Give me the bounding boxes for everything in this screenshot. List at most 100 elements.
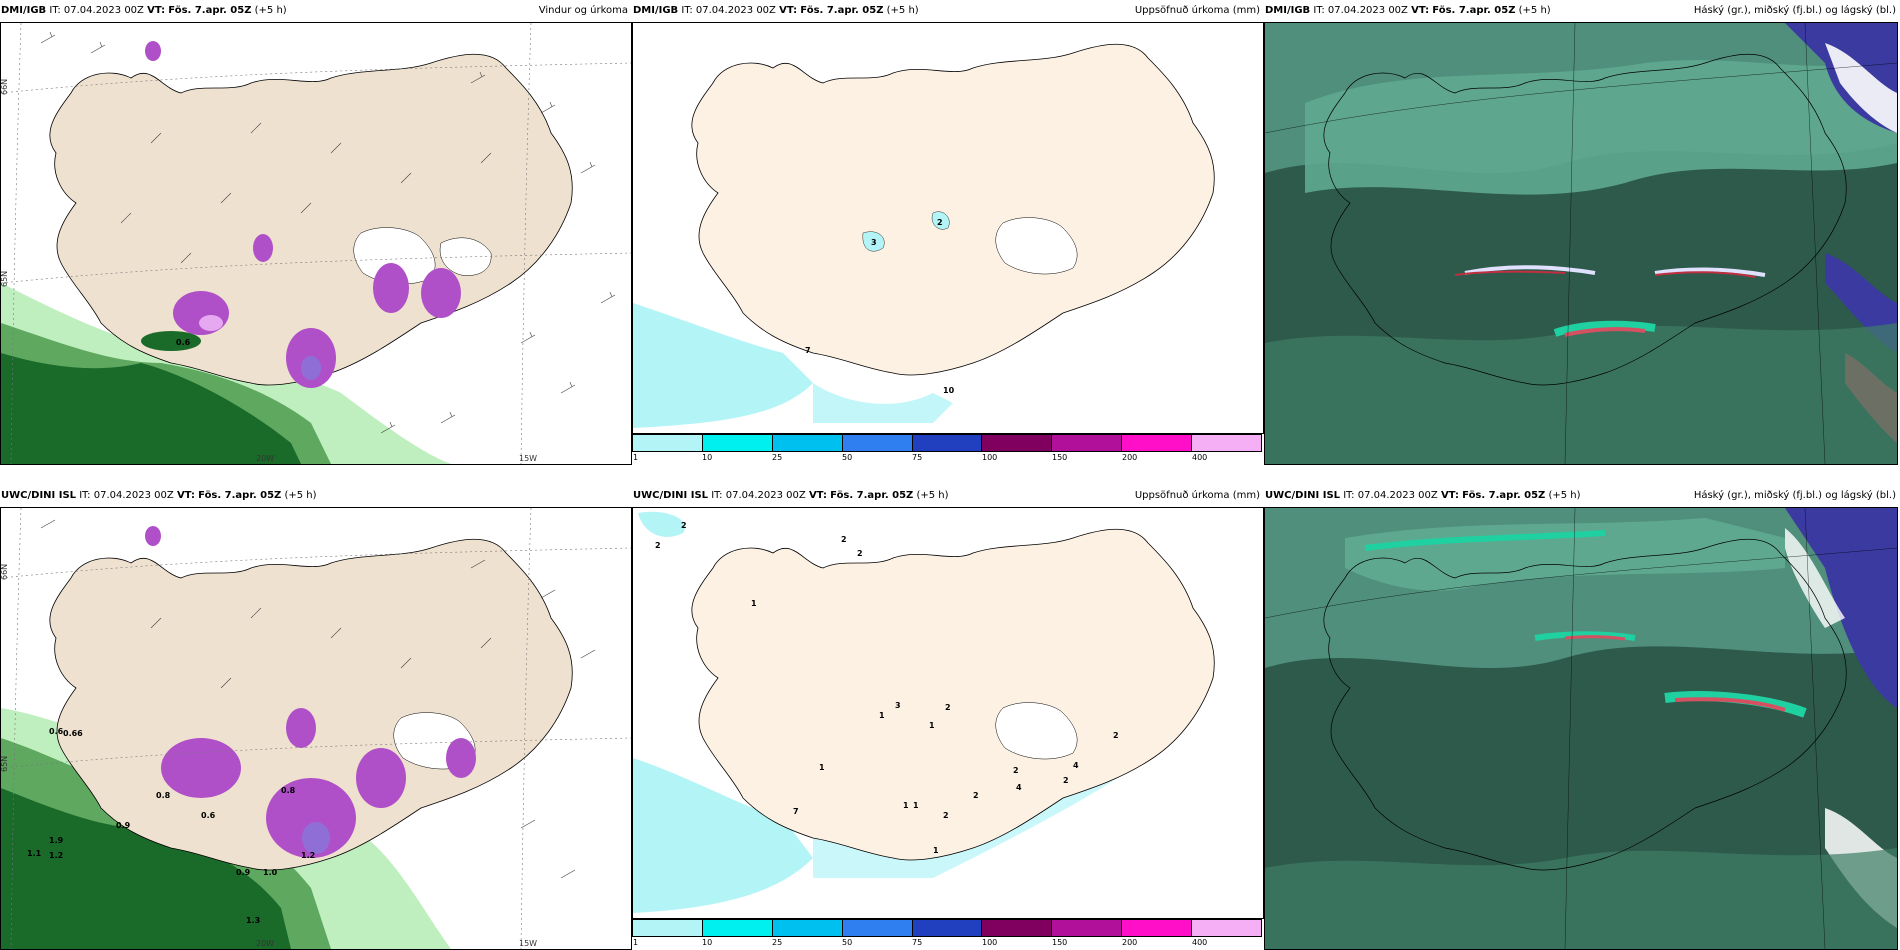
lat-label-65: 65N: [1, 271, 9, 287]
valid-time: Fös. 7.apr. 05Z: [830, 490, 914, 501]
precip-value-label: 1: [929, 721, 935, 730]
legend-swatch: [702, 920, 773, 936]
model-name: DMI/IGB: [633, 5, 679, 16]
color-legend: 1 10 25 50 75 100 150 200 400: [632, 919, 1262, 947]
model-name: DMI/IGB: [1265, 5, 1311, 16]
cloud-map: [1264, 507, 1898, 950]
legend-swatch: [842, 435, 913, 451]
panel-title: Háský (gr.), miðský (fj.bl.) og lágský (…: [1693, 5, 1896, 16]
legend-tick: 100: [982, 453, 998, 462]
legend-tick: 50: [842, 938, 853, 947]
panel-wind-uwc: UWC/DINI ISL IT: 07.04.2023 00Z VT: Fös.…: [0, 485, 632, 950]
panel-clouds-uwc: UWC/DINI ISL IT: 07.04.2023 00Z VT: Fös.…: [1264, 485, 1900, 950]
precip-value-label: 1: [751, 599, 757, 608]
panel-precip-uwc: UWC/DINI ISL IT: 07.04.2023 00Z VT: Fös.…: [632, 485, 1264, 950]
init-time: IT: 07.04.2023 00Z: [49, 5, 144, 16]
legend-bar: [632, 434, 1262, 452]
precip-map: 3 2 7 10: [632, 22, 1264, 434]
model-name: DMI/IGB: [1, 5, 47, 16]
legend-swatch: [772, 435, 843, 451]
panel-header: DMI/IGB IT: 07.04.2023 00Z VT: Fös. 7.ap…: [0, 0, 632, 22]
wind-value-label: 0.8: [281, 786, 296, 795]
wind-value-label: 1.1: [27, 849, 42, 858]
precip-value-label: 2: [681, 521, 687, 530]
legend-swatch: [982, 435, 1053, 451]
precip-value-label: 1: [879, 711, 885, 720]
legend-tick: 100: [982, 938, 998, 947]
lon-label-20: 20W: [256, 939, 274, 948]
legend-swatch: [1122, 920, 1193, 936]
precip-value-label: 3: [895, 701, 901, 710]
wind-value-label: 0.6: [201, 811, 216, 820]
precip-value-label: 7: [793, 807, 799, 816]
lead-time: (+5 h): [1548, 490, 1581, 501]
panel-header: DMI/IGB IT: 07.04.2023 00Z VT: Fös. 7.ap…: [1264, 0, 1900, 22]
wind-map: 66N 65N 15W 20W 0.6: [0, 22, 632, 465]
legend-tick: 400: [1192, 938, 1208, 947]
lead-time: (+5 h): [886, 5, 919, 16]
lead-time: (+5 h): [916, 490, 949, 501]
wind-value-label: 1.0: [263, 868, 278, 877]
legend-tick: 150: [1052, 453, 1068, 462]
wind-value-label: 1.3: [246, 916, 260, 925]
lat-label-66: 66N: [1, 564, 9, 580]
valid-label: VT:: [779, 5, 798, 16]
legend-swatch: [1122, 435, 1193, 451]
precip-value-label: 1: [913, 801, 919, 810]
precip-value-label: 3: [871, 238, 877, 247]
panel-wind-dmi: DMI/IGB IT: 07.04.2023 00Z VT: Fös. 7.ap…: [0, 0, 632, 465]
lat-label-66: 66N: [1, 79, 9, 95]
valid-label: VT:: [808, 490, 827, 501]
color-legend: 1 10 25 50 75 100 150 200 400: [632, 434, 1262, 462]
precip-value-label: 7: [805, 346, 811, 355]
model-name: UWC/DINI ISL: [1265, 490, 1341, 501]
panel-title: Vindur og úrkoma: [538, 5, 628, 16]
init-time: IT: 07.04.2023 00Z: [1313, 5, 1408, 16]
precip-value-label: 4: [1073, 761, 1079, 770]
legend-swatch: [842, 920, 913, 936]
wind-value-label: 0.9: [236, 868, 251, 877]
panel-header: UWC/DINI ISL IT: 07.04.2023 00Z VT: Fös.…: [632, 485, 1264, 507]
precip-value-label: 2: [841, 535, 847, 544]
init-time: IT: 07.04.2023 00Z: [681, 5, 776, 16]
valid-label: VT:: [1440, 490, 1459, 501]
lat-label-65: 65N: [1, 756, 9, 772]
legend-tick: 400: [1192, 453, 1208, 462]
legend-swatch: [772, 920, 843, 936]
valid-time: Fös. 7.apr. 05Z: [1462, 490, 1546, 501]
wind-map: 66N 65N 15W 20W 0.6 0.66 0.8 0.9 1.0 1.3…: [0, 507, 632, 950]
precip-value-label: 2: [1013, 766, 1019, 775]
valid-label: VT:: [1411, 5, 1430, 16]
legend-swatch: [633, 920, 703, 936]
valid-label: VT:: [147, 5, 166, 16]
precip-value-label: 1: [903, 801, 909, 810]
valid-label: VT:: [176, 490, 195, 501]
panel-clouds-dmi: DMI/IGB IT: 07.04.2023 00Z VT: Fös. 7.ap…: [1264, 0, 1900, 465]
panel-header: DMI/IGB IT: 07.04.2023 00Z VT: Fös. 7.ap…: [632, 0, 1264, 22]
precip-value-label: 1: [933, 846, 939, 855]
precip-value-label: 1: [819, 763, 825, 772]
precip-value-label: 2: [857, 549, 863, 558]
lon-label-20: 20W: [256, 454, 274, 463]
legend-tick: 25: [772, 938, 783, 947]
legend-tick: 200: [1122, 938, 1138, 947]
precip-value-label: 2: [1113, 731, 1119, 740]
wind-value-label: 0.66: [63, 729, 83, 738]
wind-value-label: 0.9: [116, 821, 131, 830]
precip-value-label: 2: [937, 218, 943, 227]
precip-value-label: 10: [943, 386, 955, 395]
wind-value-label: 0.8: [156, 791, 171, 800]
panel-header: UWC/DINI ISL IT: 07.04.2023 00Z VT: Fös.…: [1264, 485, 1900, 507]
precip-value-label: 4: [1016, 783, 1022, 792]
cloud-map: [1264, 22, 1898, 465]
legend-tick: 200: [1122, 453, 1138, 462]
panel-title: Uppsöfnuð úrkoma (mm): [1134, 490, 1260, 501]
panel-title: Uppsöfnuð úrkoma (mm): [1134, 5, 1260, 16]
lon-label-15: 15W: [519, 454, 537, 463]
init-time: IT: 07.04.2023 00Z: [79, 490, 174, 501]
init-time: IT: 07.04.2023 00Z: [711, 490, 806, 501]
lead-time: (+5 h): [284, 490, 317, 501]
legend-tick: 1: [633, 453, 639, 462]
legend-swatch: [1052, 435, 1123, 451]
wind-value-label: 0.6: [176, 338, 191, 347]
